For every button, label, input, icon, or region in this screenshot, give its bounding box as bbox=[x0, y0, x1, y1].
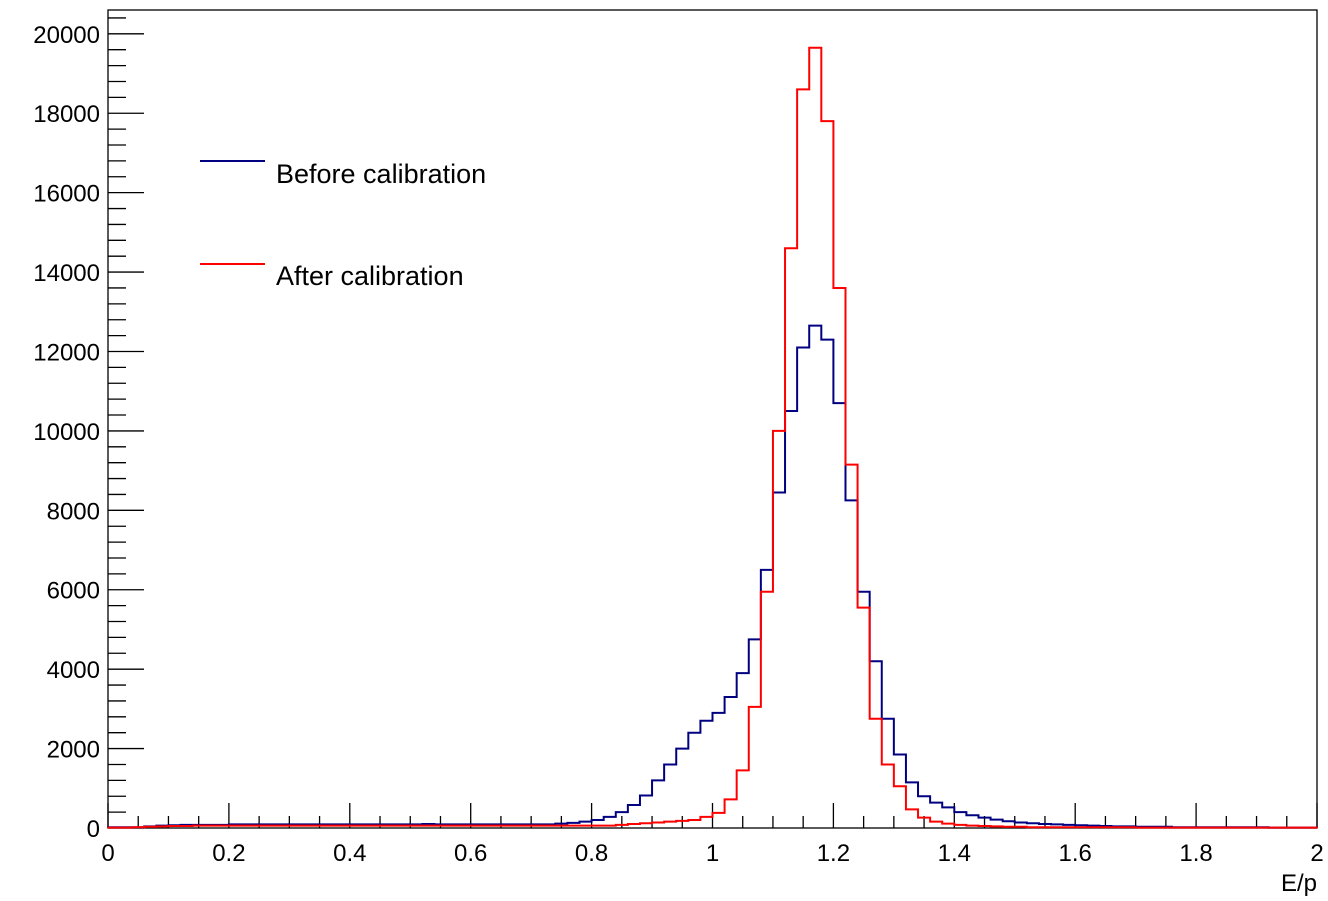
x-tick-label: 1.4 bbox=[938, 840, 971, 867]
y-tick-label: 4000 bbox=[47, 657, 100, 684]
y-tick-label: 14000 bbox=[33, 260, 100, 287]
y-tick-label: 0 bbox=[87, 816, 100, 843]
x-tick-label: 1.8 bbox=[1179, 840, 1212, 867]
x-tick-label: 0.4 bbox=[333, 840, 366, 867]
x-tick-label: 0.8 bbox=[575, 840, 608, 867]
y-tick-label: 2000 bbox=[47, 737, 100, 764]
x-tick-label: 2 bbox=[1310, 840, 1323, 867]
x-tick-label: 0 bbox=[101, 840, 114, 867]
legend-label-before: Before calibration bbox=[276, 159, 486, 189]
x-tick-label: 0.6 bbox=[454, 840, 487, 867]
y-tick-label: 18000 bbox=[33, 101, 100, 128]
series-line-after bbox=[107, 46, 1318, 829]
x-axis-label: E/p bbox=[1281, 870, 1317, 897]
x-tick-label: 1.2 bbox=[817, 840, 850, 867]
series-line-before bbox=[107, 324, 1318, 829]
series-group bbox=[107, 46, 1318, 829]
legend: Before calibration After calibration bbox=[200, 159, 486, 291]
legend-label-after: After calibration bbox=[276, 261, 464, 291]
plot-frame bbox=[107, 9, 1318, 829]
y-tick-label: 16000 bbox=[33, 181, 100, 208]
axes-group: 0 0.2 0.4 0.6 0.8 1 1.2 1.4 1.6 1.8 2 0 2000 4000 6000… bbox=[33, 17, 1324, 867]
y-tick-label: 12000 bbox=[33, 339, 100, 366]
y-tick-label: 20000 bbox=[33, 22, 100, 49]
x-tick-label: 1.6 bbox=[1059, 840, 1092, 867]
x-tick-label: 0.2 bbox=[212, 840, 245, 867]
y-tick-label: 8000 bbox=[47, 498, 100, 525]
y-tick-label: 6000 bbox=[47, 578, 100, 605]
x-tick-label: 1 bbox=[706, 840, 719, 867]
y-tick-label: 10000 bbox=[33, 419, 100, 446]
